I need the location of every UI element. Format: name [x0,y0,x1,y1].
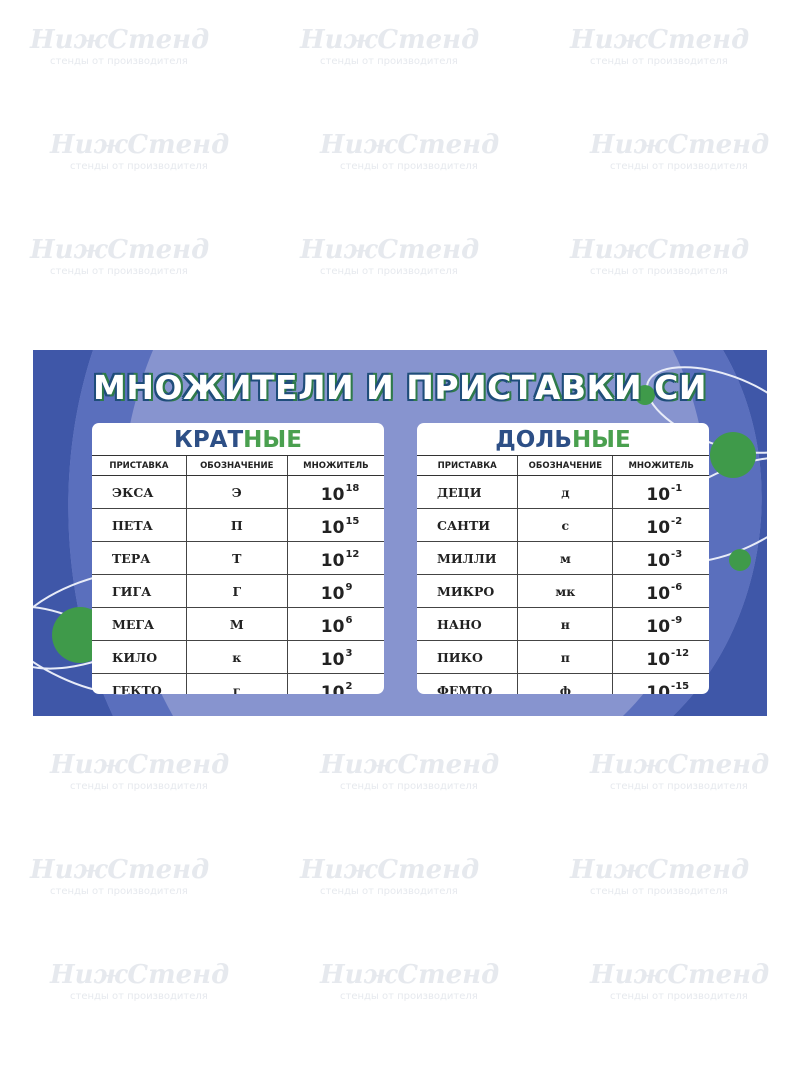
multiplier-cell: 10-1 [612,475,709,509]
watermark-logo: НижСтенд стенды от производителя [300,855,480,897]
table-header: ПРИСТАВКА ОБОЗНАЧЕНИЕ МНОЖИТЕЛЬ [92,455,384,476]
watermark-logo: НижСтенд стенды от производителя [320,750,500,792]
prefix-cell: ПИКО [417,640,518,674]
symbol-cell: Т [185,541,288,575]
watermark-logo: НижСтенд стенды от производителя [590,960,770,1002]
prefix-cell: ГЕКТО [92,673,187,694]
prefix-cell: ПЕТА [92,508,187,542]
watermark-logo: НижСтенд стенды от производителя [30,235,210,277]
watermark-logo: НижСтенд стенды от производителя [300,235,480,277]
prefix-cell: ГИГА [92,574,187,608]
multiplier-cell: 1018 [286,475,384,509]
symbol-cell: м [517,541,613,575]
symbol-cell: с [517,508,613,542]
submultiples-table: ПРИСТАВКА ОБОЗНАЧЕНИЕ МНОЖИТЕЛЬ ДЕЦИ д 10-… [417,455,709,694]
prefix-cell: ДЕЦИ [417,475,518,509]
column-header: ОБОЗНАЧЕНИЕ [517,455,613,476]
watermark-logo: НижСтенд стенды от производителя [50,960,230,1002]
watermark-logo: НижСтенд стенды от производителя [570,25,750,67]
submultiples-card: ДОЛЬНЫЕ ПРИСТАВКА ОБОЗНАЧЕНИЕ МНОЖИТЕЛЬ ДЕ… [417,423,709,694]
watermark-logo: НижСтенд стенды от производителя [320,960,500,1002]
multiplier-cell: 106 [286,607,384,641]
multiplier-cell: 10-9 [612,607,709,641]
symbol-cell: ф [517,673,613,694]
multiples-card: КРАТНЫЕ ПРИСТАВКА ОБОЗНАЧЕНИЕ МНОЖИТЕЛЬ ЭК… [92,423,384,694]
multiplier-cell: 10-6 [612,574,709,608]
watermark-logo: НижСтенд стенды от производителя [320,130,500,172]
prefix-cell: МИЛЛИ [417,541,518,575]
column-header: ПРИСТАВКА [92,455,187,476]
column-header: МНОЖИТЕЛЬ [612,455,709,476]
submultiples-title: ДОЛЬНЫЕ [495,427,631,453]
watermark-logo: НижСтенд стенды от производителя [30,855,210,897]
multiplier-cell: 10-15 [612,673,709,694]
multiplier-cell: 1015 [286,508,384,542]
prefix-cell: САНТИ [417,508,518,542]
multiplier-cell: 10-3 [612,541,709,575]
watermark-logo: НижСтенд стенды от производителя [570,235,750,277]
watermark-logo: НижСтенд стенды от производителя [570,855,750,897]
table-row: ГИГА Г 109 [92,574,384,608]
sphere-icon [710,432,756,478]
prefix-cell: НАНО [417,607,518,641]
table-row: КИЛО к 103 [92,640,384,674]
table-row: ТЕРА Т 1012 [92,541,384,575]
table-row: МИКРО мк 10-6 [417,574,709,608]
symbol-cell: Г [185,574,288,608]
column-header: ПРИСТАВКА [417,455,518,476]
column-header: МНОЖИТЕЛЬ [286,455,384,476]
symbol-cell: г [185,673,288,694]
prefix-cell: ФЕМТО [417,673,518,694]
multiples-title: КРАТНЫЕ [174,427,302,453]
watermark-logo: НижСтенд стенды от производителя [50,750,230,792]
table-row: САНТИ с 10-2 [417,508,709,542]
poster-title: МНОЖИТЕЛИ И ПРИСТАВКИ СИ [93,368,707,407]
watermark-logo: НижСтенд стенды от производителя [30,25,210,67]
prefix-cell: КИЛО [92,640,187,674]
multiplier-cell: 102 [286,673,384,694]
multiplier-cell: 10-2 [612,508,709,542]
symbol-cell: М [185,607,288,641]
table-header: ПРИСТАВКА ОБОЗНАЧЕНИЕ МНОЖИТЕЛЬ [417,455,709,476]
poster-banner: МНОЖИТЕЛИ И ПРИСТАВКИ СИ КРАТНЫЕ ПРИСТАВ… [33,350,767,716]
symbol-cell: к [185,640,288,674]
watermark-logo: НижСтенд стенды от производителя [300,25,480,67]
prefix-cell: ТЕРА [92,541,187,575]
symbol-cell: д [517,475,613,509]
table-row: ПЕТА П 1015 [92,508,384,542]
symbol-cell: н [517,607,613,641]
multiples-table: ПРИСТАВКА ОБОЗНАЧЕНИЕ МНОЖИТЕЛЬ ЭКСА Э 101… [92,455,384,694]
table-row: НАНО н 10-9 [417,607,709,641]
multiplier-cell: 1012 [286,541,384,575]
multiplier-cell: 109 [286,574,384,608]
symbol-cell: Э [185,475,288,509]
watermark-logo: НижСтенд стенды от производителя [50,130,230,172]
prefix-cell: МЕГА [92,607,187,641]
table-row: МИЛЛИ м 10-3 [417,541,709,575]
table-row: ПИКО п 10-12 [417,640,709,674]
multiplier-cell: 10-12 [612,640,709,674]
table-row: МЕГА М 106 [92,607,384,641]
table-row: ДЕЦИ д 10-1 [417,475,709,509]
watermark-logo: НижСтенд стенды от производителя [590,130,770,172]
watermark-logo: НижСтенд стенды от производителя [590,750,770,792]
table-row: ГЕКТО г 102 [92,673,384,694]
prefix-cell: ЭКСА [92,475,187,509]
table-row: ЭКСА Э 1018 [92,475,384,509]
symbol-cell: п [517,640,613,674]
symbol-cell: мк [517,574,613,608]
column-header: ОБОЗНАЧЕНИЕ [185,455,288,476]
table-row: ФЕМТО ф 10-15 [417,673,709,694]
multiplier-cell: 103 [286,640,384,674]
prefix-cell: МИКРО [417,574,518,608]
symbol-cell: П [185,508,288,542]
